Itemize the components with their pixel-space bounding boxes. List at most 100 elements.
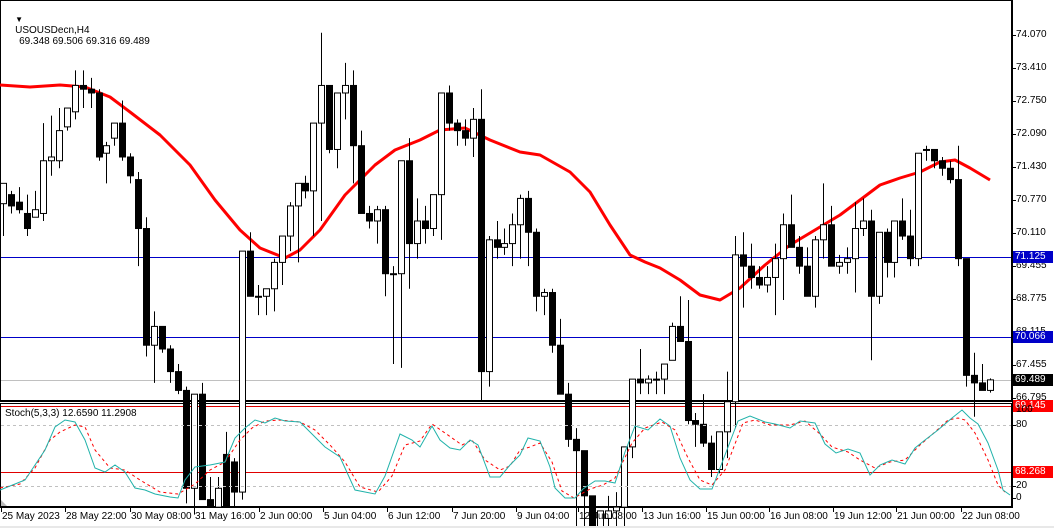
candle — [685, 300, 692, 425]
candle — [287, 202, 294, 252]
candle — [374, 205, 381, 244]
candle — [103, 141, 110, 184]
price-tick-label: 69.455 — [1016, 260, 1047, 271]
price-tick-label: 70.110 — [1016, 227, 1046, 238]
candle — [876, 231, 883, 304]
ma-polyline — [0, 83, 991, 302]
time-tick-label: 9 Jun 04:00 — [517, 511, 570, 522]
candlesticks — [0, 32, 994, 528]
candle — [724, 371, 731, 459]
candle — [8, 190, 15, 214]
candle — [390, 266, 397, 365]
candle — [366, 205, 373, 229]
candle — [645, 375, 652, 395]
candle — [756, 266, 763, 289]
candle — [462, 119, 469, 146]
candle — [772, 243, 779, 316]
candle — [939, 156, 946, 176]
candle — [692, 413, 699, 447]
candle — [780, 213, 787, 301]
candle — [295, 182, 302, 263]
candle — [175, 364, 182, 395]
candle — [247, 232, 254, 297]
candle — [422, 205, 429, 244]
stoch-level-label: 20 — [1016, 480, 1028, 491]
candle — [804, 247, 811, 297]
price-tick-label: 73.410 — [1016, 62, 1047, 73]
candle — [486, 236, 493, 387]
resistance-tag-71125: 71.125 — [1013, 251, 1053, 263]
stoch-panel-frame — [0, 403, 1012, 507]
candle — [334, 92, 341, 169]
candle — [700, 394, 707, 447]
time-tick-label: 12 Jun 08:00 — [579, 511, 637, 522]
candle — [955, 145, 962, 267]
price-tick-label: 74.070 — [1016, 29, 1047, 40]
candle — [708, 435, 715, 478]
candle — [573, 428, 580, 528]
candle — [438, 92, 445, 240]
axis-ticks — [1, 0, 1016, 512]
stochastic-lines — [0, 409, 1011, 499]
candle — [915, 152, 922, 267]
ohlc-values: 69.348 69.506 69.316 69.489 — [19, 36, 150, 47]
time-tick-label: 30 May 08:00 — [131, 511, 192, 522]
horizontal-lines[interactable] — [1, 257, 1011, 473]
price-tick-label: 72.750 — [1016, 95, 1047, 106]
candle — [884, 228, 891, 278]
candle — [24, 194, 31, 237]
chart-title: ▼ USOUSDecn,H4 69.348 69.506 69.316 69.4… — [4, 3, 150, 58]
price-tick-label: 68.775 — [1016, 293, 1047, 304]
stoch-signal-line — [0, 417, 1006, 499]
candle — [48, 115, 55, 176]
candle — [852, 202, 859, 293]
price-tick-label: 67.455 — [1016, 359, 1047, 370]
candle — [470, 108, 477, 157]
candle — [597, 510, 604, 528]
candle — [669, 322, 676, 361]
candle — [454, 119, 461, 146]
candle — [183, 386, 190, 504]
candle — [557, 318, 564, 395]
current-price-tag: 69.489 — [1013, 374, 1053, 386]
candle — [199, 382, 206, 501]
candle — [565, 382, 572, 447]
candle — [971, 352, 978, 417]
candle — [406, 138, 413, 289]
candle — [382, 205, 389, 297]
candle — [979, 364, 986, 391]
candle — [677, 296, 684, 342]
candle — [135, 172, 142, 267]
candle — [637, 349, 644, 395]
candle — [223, 431, 230, 508]
candle — [740, 232, 747, 308]
candle — [88, 77, 95, 109]
price-tick-label: 71.430 — [1016, 161, 1047, 172]
candle — [947, 160, 954, 184]
price-tick-label: 70.770 — [1016, 194, 1047, 205]
candle — [16, 187, 23, 214]
candle — [72, 70, 79, 120]
candle — [191, 393, 198, 515]
candle — [764, 266, 771, 293]
candle — [494, 220, 501, 259]
candle — [836, 254, 843, 274]
candle — [796, 236, 803, 274]
candle — [541, 288, 548, 316]
symbol-menu-icon[interactable]: ▼ — [15, 15, 24, 24]
candle — [907, 209, 914, 267]
stoch-level-label: 100 — [1016, 404, 1033, 415]
candle — [629, 378, 636, 459]
candle — [151, 311, 158, 383]
candle — [342, 62, 349, 120]
candle — [525, 190, 532, 267]
candle — [207, 477, 214, 508]
candle — [788, 194, 795, 248]
candle — [605, 495, 612, 528]
candle — [40, 123, 47, 221]
time-tick-label: 7 Jun 20:00 — [453, 511, 506, 522]
candle — [899, 198, 906, 240]
candle — [812, 236, 819, 308]
